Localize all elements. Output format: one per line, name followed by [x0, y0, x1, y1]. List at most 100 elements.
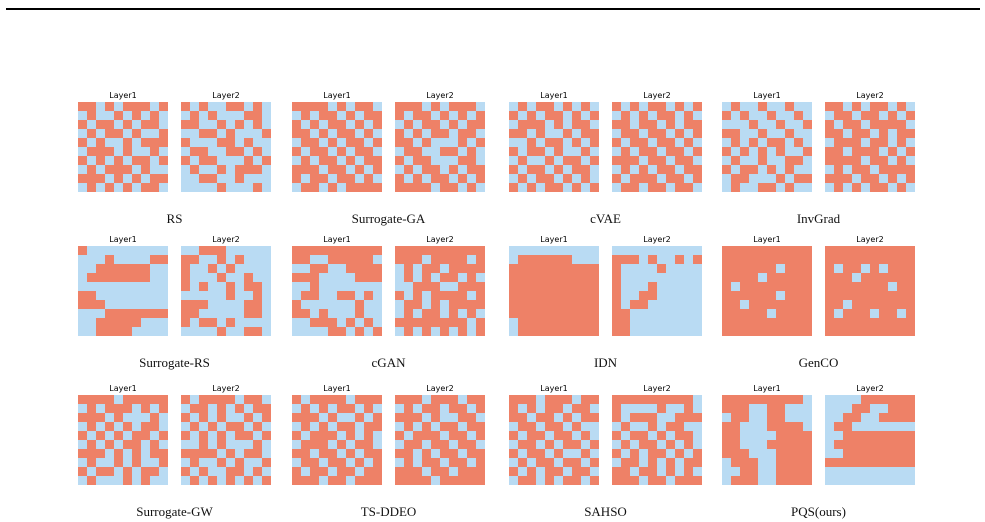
heatmap-cell [413, 440, 422, 449]
heatmap-cell [843, 440, 852, 449]
heatmap-cell [612, 476, 621, 485]
heatmap-cell [825, 246, 834, 255]
heatmap-cell [141, 120, 150, 129]
heatmap-cell [767, 309, 776, 318]
heatmap-cell [722, 129, 731, 138]
heatmap-cell [684, 291, 693, 300]
heatmap-cell [413, 246, 422, 255]
heatmap-cell [648, 300, 657, 309]
heatmap-cell [572, 291, 581, 300]
heatmap-cell [630, 129, 639, 138]
heatmap-cell [458, 449, 467, 458]
heatmap-cell [563, 291, 572, 300]
heatmap-cell [785, 440, 794, 449]
heatmap-cell [114, 246, 123, 255]
heatmap-cell [897, 156, 906, 165]
heatmap-cell [554, 255, 563, 264]
heatmap-cell [476, 156, 485, 165]
heatmap-cell [740, 120, 749, 129]
heatmap-cell [581, 431, 590, 440]
heatmap-cell [612, 282, 621, 291]
heatmap-cell [657, 422, 666, 431]
heatmap-cell [825, 300, 834, 309]
heatmap-cell [422, 422, 431, 431]
heatmap-cell [253, 120, 262, 129]
heatmap-cell [226, 404, 235, 413]
heatmap-cell [794, 183, 803, 192]
heatmap-cell [527, 440, 536, 449]
heatmap-cell [630, 156, 639, 165]
heatmap-cell [536, 282, 545, 291]
heatmap-cell [825, 138, 834, 147]
heatmap-cell [159, 291, 168, 300]
heatmap-cell [190, 129, 199, 138]
heatmap-cell [208, 309, 217, 318]
heatmap-cell [794, 111, 803, 120]
heatmap-cell [870, 183, 879, 192]
heatmap-cell [431, 467, 440, 476]
heatmap-cell [666, 404, 675, 413]
heatmap-cell [181, 138, 190, 147]
heatmap-cell [440, 327, 449, 336]
heatmap-cell [722, 440, 731, 449]
heatmap-cell [123, 147, 132, 156]
heatmap-cell [572, 246, 581, 255]
heatmap-cell [467, 174, 476, 183]
heatmap-cell [749, 255, 758, 264]
heatmap-cell [364, 264, 373, 273]
heatmap-cell [731, 467, 740, 476]
heatmap-cell [852, 291, 861, 300]
heatmap-cell [431, 300, 440, 309]
heatmap-cell [590, 476, 599, 485]
heatmap-cell [96, 165, 105, 174]
heatmap-cell [767, 449, 776, 458]
heatmap-cell [150, 102, 159, 111]
heatmap-cell [458, 147, 467, 156]
heatmap-cell [630, 395, 639, 404]
heatmap-cell [509, 147, 518, 156]
heatmap-cell [217, 467, 226, 476]
heatmap-cell [621, 273, 630, 282]
heatmap-cell [563, 156, 572, 165]
heatmap-cell [749, 404, 758, 413]
heatmap-cell [440, 129, 449, 138]
heatmap-cell [337, 138, 346, 147]
heatmap-cell [648, 309, 657, 318]
heatmap-cell [328, 183, 337, 192]
heatmap-cell [731, 174, 740, 183]
heatmap-cell [431, 165, 440, 174]
heatmap-cell [852, 422, 861, 431]
heatmap-cell [536, 291, 545, 300]
heatmap-cell [834, 476, 843, 485]
heatmap-cell [476, 449, 485, 458]
heatmap-cell [190, 467, 199, 476]
heatmap-cell [834, 449, 843, 458]
heatmap-cell [536, 458, 545, 467]
heatmap-cell [78, 111, 87, 120]
heatmap-cell [767, 120, 776, 129]
heatmap-cell [404, 273, 413, 282]
heatmap-cell [563, 300, 572, 309]
heatmap-cell [199, 327, 208, 336]
heatmap-cell [301, 449, 310, 458]
heatmap-cell [199, 300, 208, 309]
heatmap-cell [870, 431, 879, 440]
heatmap-cell [310, 300, 319, 309]
heatmap-cell [87, 138, 96, 147]
heatmap-cell [364, 102, 373, 111]
heatmap-cell [803, 395, 812, 404]
heatmap-cell [639, 264, 648, 273]
heatmap-cell [141, 431, 150, 440]
heatmap-cell [235, 282, 244, 291]
heatmap-cell [740, 165, 749, 174]
heatmap-cell [431, 147, 440, 156]
heatmap-cell [870, 138, 879, 147]
heatmap-cell [190, 147, 199, 156]
heatmap-cell [181, 273, 190, 282]
heatmap-cell [612, 111, 621, 120]
heatmap-cell [527, 156, 536, 165]
heatmap-cell [581, 129, 590, 138]
heatmap-cell [422, 440, 431, 449]
heatmap-cell [123, 413, 132, 422]
heatmap-cell [518, 458, 527, 467]
